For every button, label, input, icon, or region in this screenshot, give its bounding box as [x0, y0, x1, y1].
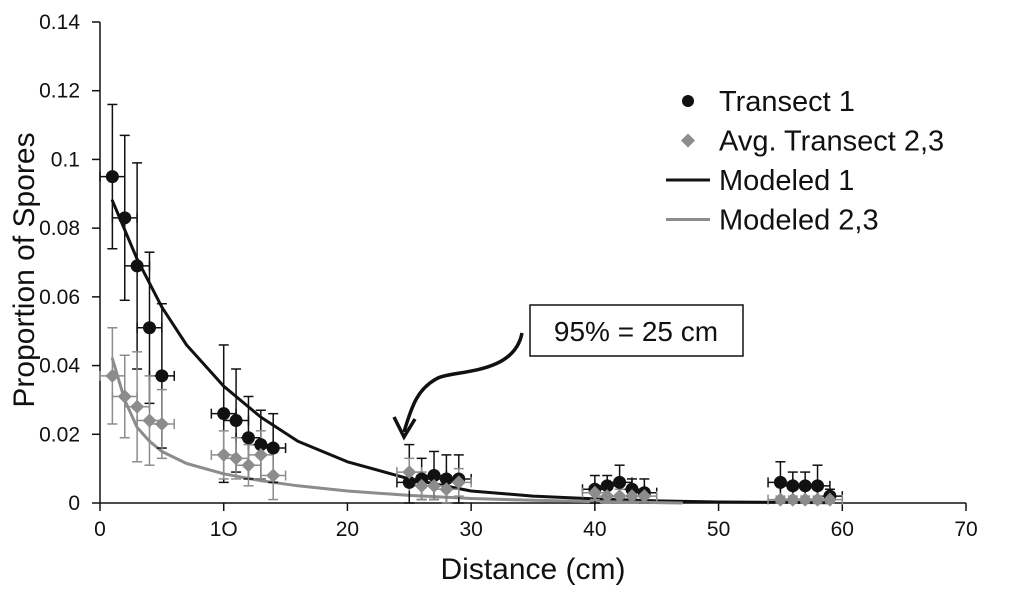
point-transect-1	[118, 211, 132, 225]
point-transect-1	[229, 414, 243, 428]
point-transect-1	[439, 472, 453, 486]
annotation-text: 95% = 25 cm	[554, 316, 718, 347]
point-avg-transect-2-3	[142, 413, 157, 428]
y-tick-label: 0.14	[39, 11, 80, 34]
x-tick-label: 60	[831, 518, 854, 541]
axes: 0 0.02 0.04 0.06 0.08 0.1 0.12 0.14 0 1O 20 30 40 50 6…	[39, 11, 978, 541]
point-transect-1	[402, 475, 416, 489]
x-tick-label: 1O	[210, 518, 238, 541]
point-avg-transect-2-3	[117, 389, 132, 404]
point-avg-transect-2-3	[229, 451, 244, 466]
point-transect-1	[786, 479, 800, 493]
point-avg-transect-2-3	[266, 468, 281, 483]
y-tick-label: 0.12	[39, 80, 80, 103]
point-avg-transect-2-3	[451, 475, 466, 490]
legend: Transect 1 Avg. Transect 2,3 Modeled 1 Mode…	[666, 86, 944, 237]
legend-marker	[681, 133, 695, 148]
point-avg-transect-2-3	[216, 447, 231, 462]
model-lines	[110, 199, 832, 505]
legend-label: Avg. Transect 2,3	[719, 126, 944, 158]
point-avg-transect-2-3	[105, 368, 120, 383]
series-line-modeled-2-3	[110, 357, 683, 505]
point-transect-1	[105, 170, 119, 184]
annotation: 95% = 25 cm	[392, 304, 744, 441]
legend-item-modeled-1: Modeled 1	[666, 165, 854, 197]
x-tick-label: 40	[583, 518, 606, 541]
point-transect-1	[266, 441, 280, 455]
point-avg-transect-2-3	[600, 489, 615, 504]
point-avg-transect-2-3	[414, 478, 429, 493]
point-avg-transect-2-3	[154, 416, 169, 431]
legend-label: Modeled 2,3	[719, 205, 879, 237]
point-transect-1	[773, 475, 787, 489]
y-tick-label: 0.1	[51, 148, 80, 171]
point-avg-transect-2-3	[253, 447, 268, 462]
legend-item-avg-transect-2-3: Avg. Transect 2,3	[681, 126, 944, 158]
legend-item-transect-1: Transect 1	[682, 86, 855, 118]
data-points	[105, 170, 837, 507]
x-tick-label: 0	[94, 518, 106, 541]
point-transect-1	[254, 438, 268, 452]
point-transect-1	[217, 407, 231, 421]
legend-marker	[682, 95, 694, 107]
point-avg-transect-2-3	[810, 492, 825, 507]
y-tick-label: 0.06	[39, 286, 80, 309]
y-tick-label: 0	[68, 492, 80, 515]
annotation-arrowhead	[392, 416, 417, 441]
y-axis-title: Proportion of Spores	[8, 132, 41, 407]
x-tick-label: 50	[707, 518, 730, 541]
point-transect-1	[798, 479, 812, 493]
y-tick-label: 0.08	[39, 217, 80, 240]
point-transect-1	[130, 259, 144, 273]
point-transect-1	[142, 321, 156, 335]
point-avg-transect-2-3	[624, 489, 639, 504]
x-tick-label: 20	[336, 518, 359, 541]
point-avg-transect-2-3	[612, 489, 627, 504]
point-avg-transect-2-3	[427, 478, 442, 493]
legend-item-modeled-2-3: Modeled 2,3	[666, 205, 879, 237]
point-transect-1	[811, 479, 825, 493]
point-avg-transect-2-3	[822, 492, 837, 507]
point-avg-transect-2-3	[130, 399, 145, 414]
point-avg-transect-2-3	[241, 458, 256, 473]
point-avg-transect-2-3	[439, 482, 454, 497]
point-transect-1	[613, 475, 627, 489]
x-tick-label: 70	[954, 518, 977, 541]
point-transect-1	[155, 369, 169, 383]
legend-label: Modeled 1	[719, 165, 854, 197]
x-axis-title: Distance (cm)	[440, 553, 625, 586]
y-tick-label: 0.04	[39, 355, 80, 378]
x-tick-label: 30	[459, 518, 482, 541]
point-avg-transect-2-3	[785, 492, 800, 507]
point-avg-transect-2-3	[637, 489, 652, 504]
point-transect-1	[427, 469, 441, 483]
point-transect-1	[600, 479, 614, 493]
annotation-arrow	[402, 332, 524, 433]
point-avg-transect-2-3	[587, 485, 602, 500]
y-tick-label: 0.02	[39, 423, 80, 446]
point-avg-transect-2-3	[773, 492, 788, 507]
point-avg-transect-2-3	[402, 465, 417, 480]
annotation-box	[529, 304, 744, 357]
series-line-modeled-1	[110, 199, 832, 505]
legend-label: Transect 1	[719, 86, 855, 118]
point-transect-1	[241, 431, 255, 445]
point-avg-transect-2-3	[798, 492, 813, 507]
